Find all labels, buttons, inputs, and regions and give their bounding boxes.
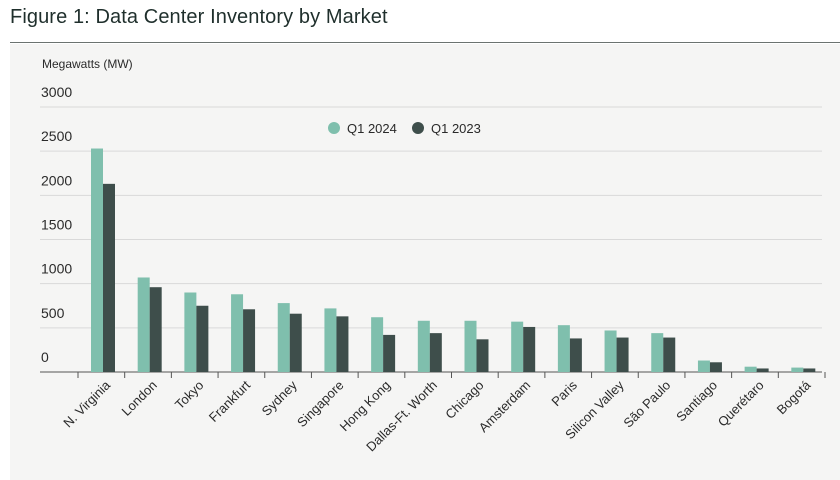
chart-panel	[10, 44, 840, 480]
legend-marker	[412, 122, 424, 134]
y-tick-labels: 0 500 1000 1500 2000 2500 3000	[41, 84, 72, 365]
bar-q1-2023	[196, 305, 209, 372]
bar-q1-2023	[663, 337, 676, 372]
y-tick-label: 500	[41, 305, 65, 321]
title-divider	[10, 42, 840, 43]
bar-q1-2024	[277, 303, 290, 372]
y-tick-label: 0	[41, 349, 49, 365]
bar-q1-2024	[697, 360, 710, 372]
y-tick-label: 2000	[41, 172, 72, 188]
bar-q1-2024	[417, 320, 430, 372]
bar-q1-2023	[289, 313, 302, 372]
bar-q1-2024	[744, 366, 757, 372]
x-tick-label: Querétaro	[715, 378, 767, 430]
bar-q1-2024	[324, 308, 337, 372]
bar-q1-2023	[243, 309, 256, 372]
x-tick-label: London	[119, 378, 160, 419]
x-tick-label: Paris	[548, 377, 580, 409]
x-tick-label: São Paulo	[620, 378, 673, 431]
bar-q1-2024	[651, 333, 664, 372]
x-tick-label: Chicago	[442, 378, 486, 422]
bar-q1-2024	[137, 277, 150, 372]
bar-q1-2024	[231, 294, 244, 372]
x-tick-label: Frankfurt	[206, 377, 254, 425]
bar-q1-2023	[569, 338, 582, 372]
figure-title: Figure 1: Data Center Inventory by Marke…	[10, 6, 388, 28]
bar-q1-2024	[91, 148, 103, 372]
bar-q1-2023	[103, 183, 115, 372]
x-tick-labels: N. Virginia London Tokyo Frankfurt SydneySin…	[60, 372, 826, 454]
bar-q1-2023	[523, 326, 536, 372]
bar-q1-2023	[803, 368, 816, 372]
bar-q1-2023	[383, 334, 396, 372]
y-tick-label: 1000	[41, 261, 72, 277]
bar-q1-2024	[791, 367, 804, 372]
x-tick-label: Tokyo	[172, 378, 207, 413]
legend-label: Q1 2024	[347, 121, 397, 136]
x-tick-label: Bogotá	[774, 377, 814, 417]
bar-q1-2023	[756, 368, 769, 372]
y-tick-label: 2500	[41, 128, 72, 144]
bar-q1-2024	[557, 325, 570, 372]
bar-q1-2023	[149, 287, 162, 372]
legend: Q1 2024 Q1 2023	[328, 121, 481, 136]
bar-q1-2023	[429, 333, 442, 372]
y-tick-label: 3000	[41, 84, 72, 100]
y-axis-label: Megawatts (MW)	[42, 57, 133, 71]
legend-label: Q1 2023	[431, 121, 481, 136]
bar-q1-2024	[464, 320, 477, 372]
bar-q1-2024	[604, 330, 617, 372]
legend-marker	[328, 122, 340, 134]
bar-q1-2023	[616, 337, 629, 372]
bar-q1-2023	[336, 316, 349, 372]
x-tick-label: N. Virginia	[60, 377, 113, 430]
bar-q1-2023	[709, 362, 722, 372]
x-tick-label: Sydney	[259, 377, 301, 419]
bar-q1-2024	[184, 292, 197, 372]
x-tick-label: Santiago	[673, 378, 720, 425]
y-tick-label: 1500	[41, 217, 72, 233]
bars	[91, 148, 816, 372]
bar-q1-2023	[476, 339, 489, 372]
bar-q1-2024	[511, 321, 524, 372]
bar-q1-2024	[371, 317, 384, 372]
